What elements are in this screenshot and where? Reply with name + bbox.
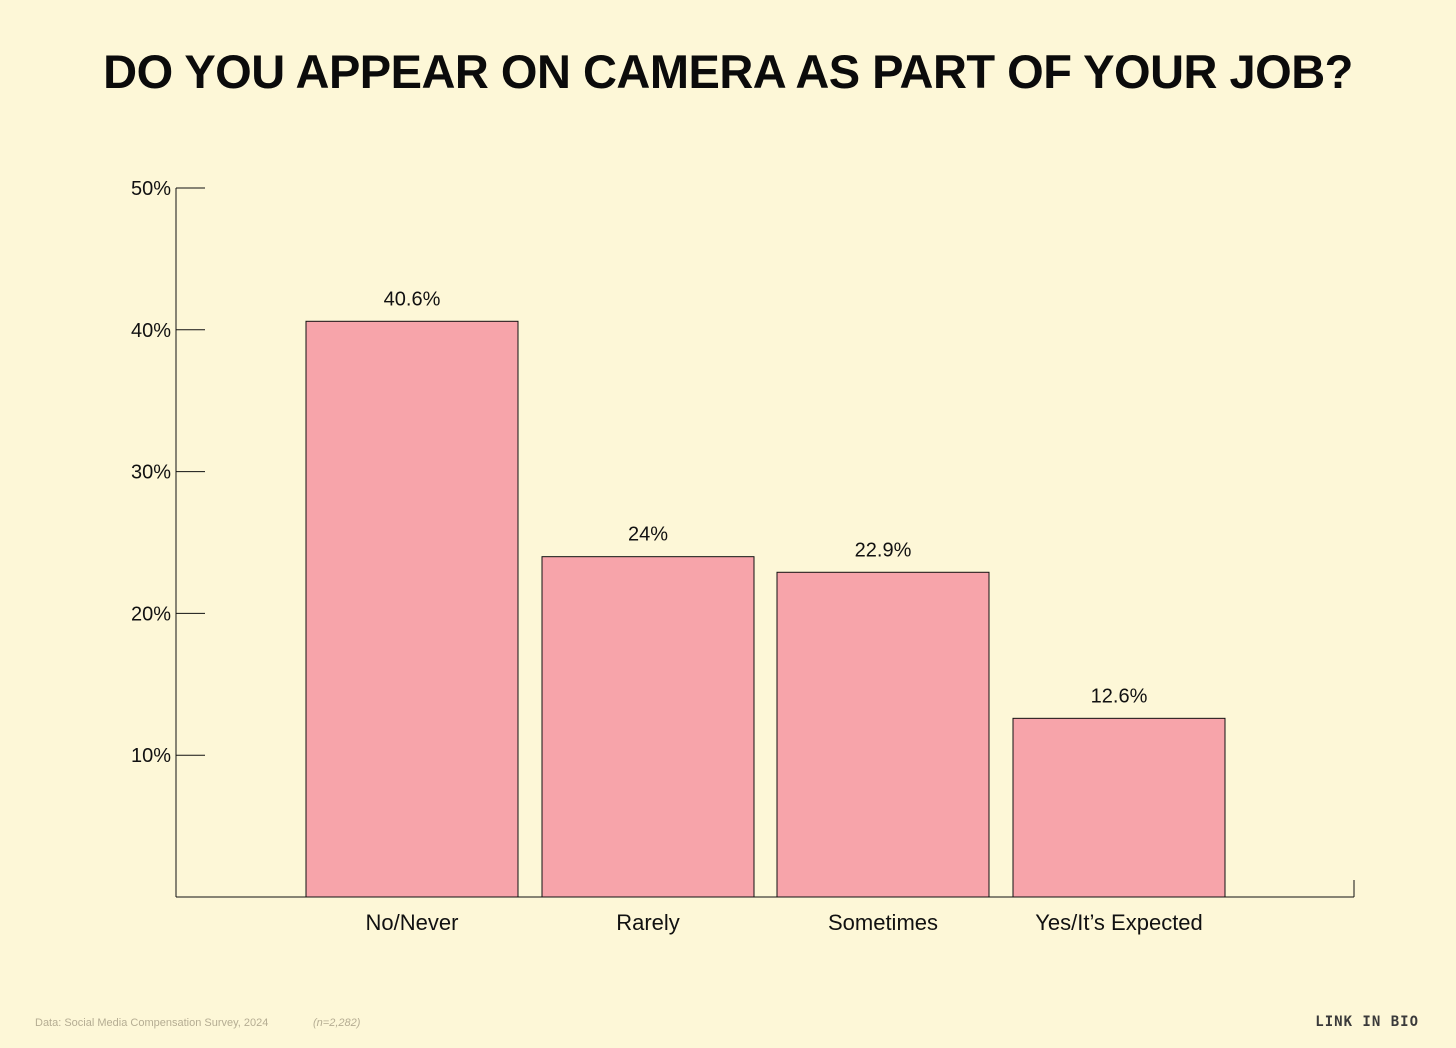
bar-value-label: 12.6% (1091, 685, 1148, 707)
bar (305, 320, 519, 898)
bar (1012, 717, 1226, 898)
bar-value-label: 24% (628, 524, 668, 546)
data-source-note: Data: Social Media Compensation Survey, … (35, 1017, 269, 1029)
bar-value-label: 22.9% (855, 539, 912, 561)
x-category-label: Rarely (616, 910, 680, 935)
x-category-label: No/Never (366, 910, 459, 935)
bar (541, 556, 755, 898)
y-tick-label: 10% (131, 745, 171, 767)
sample-size-note: (n=2,282) (313, 1017, 361, 1029)
bar-value-label: 40.6% (384, 288, 441, 310)
y-tick-label: 50% (131, 178, 171, 200)
brand-logo: LINK IN BIO (1315, 1014, 1419, 1030)
y-tick-label: 40% (131, 320, 171, 342)
x-category-label: Yes/It’s Expected (1035, 910, 1203, 935)
chart-title: DO YOU APPEAR ON CAMERA AS PART OF YOUR … (103, 45, 1353, 98)
y-tick-label: 30% (131, 462, 171, 484)
y-tick-label: 20% (131, 603, 171, 625)
bar (776, 571, 990, 898)
x-category-label: Sometimes (828, 910, 938, 935)
